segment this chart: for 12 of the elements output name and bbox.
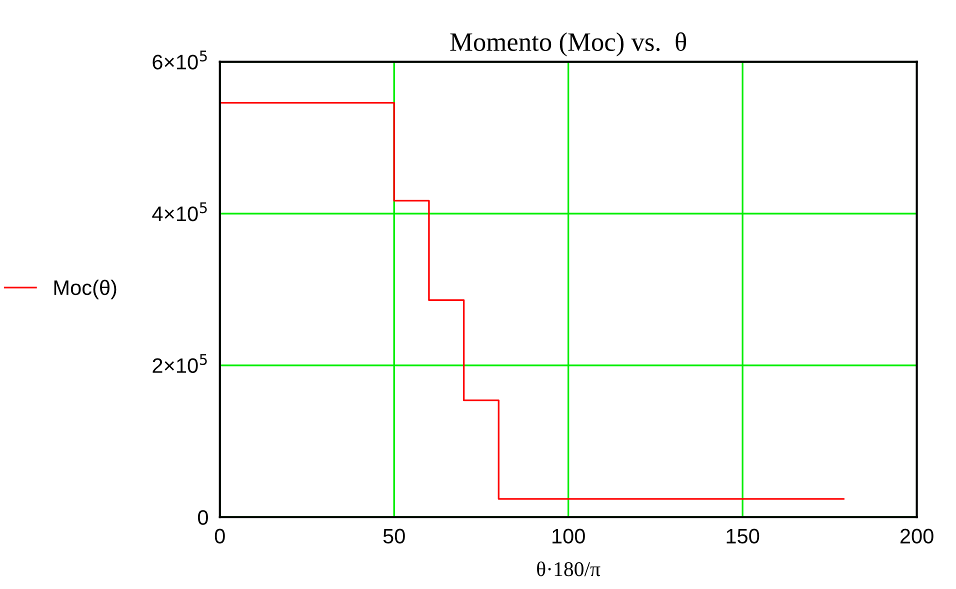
y-tick-label: 2×10$^{5}$ bbox=[152, 354, 207, 373]
x-axis-title: θ·180/π bbox=[537, 561, 600, 576]
chart-title: Momento (Moc) vs. θ bbox=[450, 32, 686, 56]
y-tick-label: 6×10$^{5}$ bbox=[152, 50, 207, 70]
y-tick-label: 0 bbox=[198, 510, 208, 525]
legend-label: Moc(θ) bbox=[54, 280, 116, 300]
y-tick-label: 4×10$^{5}$ bbox=[152, 202, 207, 222]
x-tick-label: 100 bbox=[552, 528, 585, 544]
x-tick-label: 200 bbox=[900, 528, 934, 544]
x-tick-label: 150 bbox=[726, 528, 760, 544]
x-tick-label: 50 bbox=[383, 528, 405, 544]
x-tick-label: 0 bbox=[214, 528, 225, 544]
